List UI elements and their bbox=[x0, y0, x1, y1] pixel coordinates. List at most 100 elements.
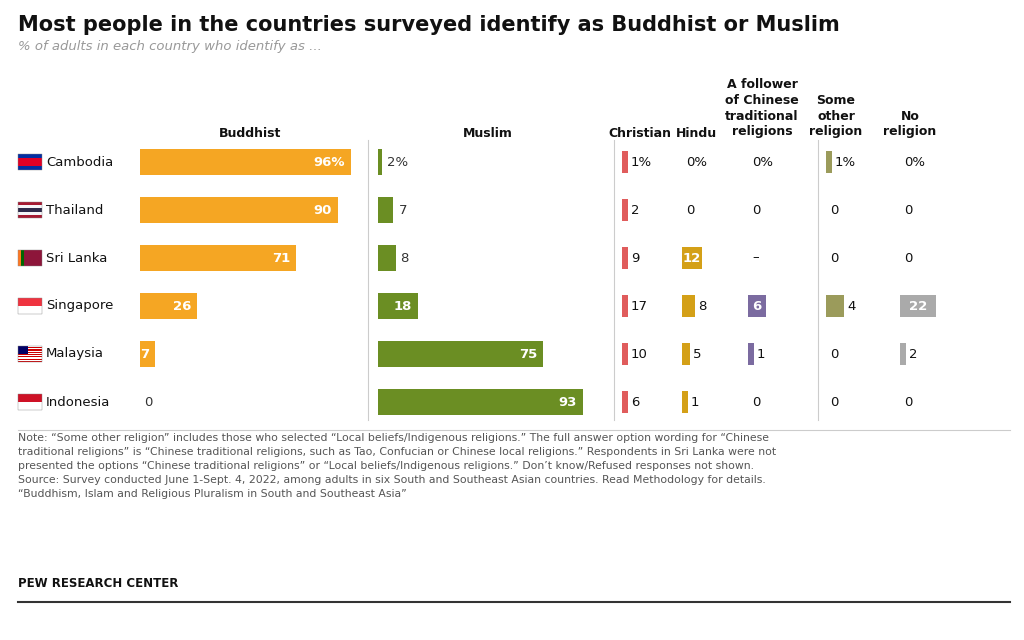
Text: 90: 90 bbox=[313, 204, 332, 216]
Text: 6: 6 bbox=[753, 300, 762, 312]
Bar bbox=[378, 293, 418, 319]
Text: 71: 71 bbox=[272, 252, 290, 264]
Text: 8: 8 bbox=[400, 252, 409, 264]
Bar bbox=[622, 151, 628, 173]
Bar bbox=[18, 356, 42, 357]
Bar bbox=[18, 354, 42, 355]
Text: 22: 22 bbox=[909, 300, 927, 312]
Bar bbox=[378, 341, 543, 367]
Bar bbox=[18, 298, 42, 306]
Text: 0: 0 bbox=[904, 252, 912, 264]
Bar bbox=[18, 358, 42, 360]
Bar bbox=[18, 215, 42, 218]
Text: –: – bbox=[752, 252, 759, 264]
Text: 17: 17 bbox=[631, 300, 648, 312]
Text: Source: Survey conducted June 1-Sept. 4, 2022, among adults in six South and Sou: Source: Survey conducted June 1-Sept. 4,… bbox=[18, 475, 766, 485]
Text: 9: 9 bbox=[631, 252, 639, 264]
Bar bbox=[18, 202, 42, 218]
Bar bbox=[748, 343, 754, 365]
Bar bbox=[18, 346, 42, 347]
Text: “Buddhism, Islam and Religious Pluralism in South and Southeast Asia”: “Buddhism, Islam and Religious Pluralism… bbox=[18, 489, 407, 499]
Bar bbox=[20, 250, 24, 266]
Text: 8: 8 bbox=[698, 300, 707, 312]
Text: 0: 0 bbox=[904, 396, 912, 408]
Bar bbox=[18, 352, 42, 353]
Bar bbox=[622, 295, 628, 317]
Bar bbox=[18, 348, 42, 349]
Text: 0: 0 bbox=[144, 396, 153, 408]
Text: 0: 0 bbox=[686, 204, 694, 216]
Bar bbox=[140, 149, 351, 175]
Bar bbox=[682, 247, 702, 269]
Bar bbox=[18, 346, 28, 354]
Bar bbox=[378, 245, 395, 271]
Bar bbox=[18, 394, 42, 402]
Bar bbox=[18, 355, 42, 356]
Text: Note: “Some other religion” includes those who selected “Local beliefs/Indigenou: Note: “Some other religion” includes tho… bbox=[18, 433, 769, 443]
Text: 96%: 96% bbox=[313, 156, 345, 168]
Bar bbox=[140, 197, 338, 223]
Text: Muslim: Muslim bbox=[463, 127, 513, 140]
Bar bbox=[826, 295, 844, 317]
Text: 5: 5 bbox=[693, 348, 701, 360]
Text: 4: 4 bbox=[847, 300, 855, 312]
Text: Singapore: Singapore bbox=[46, 300, 114, 312]
Text: Cambodia: Cambodia bbox=[46, 156, 114, 168]
Bar bbox=[18, 361, 42, 362]
Bar bbox=[682, 295, 695, 317]
Bar bbox=[18, 212, 42, 215]
Text: 7: 7 bbox=[398, 204, 407, 216]
Bar bbox=[18, 349, 42, 351]
Bar bbox=[18, 250, 42, 266]
Bar bbox=[622, 247, 628, 269]
Text: 6: 6 bbox=[631, 396, 639, 408]
Text: traditional religions” is “Chinese traditional religions, such as Tao, Confucian: traditional religions” is “Chinese tradi… bbox=[18, 447, 776, 457]
Text: Some
other
religion: Some other religion bbox=[809, 94, 862, 138]
Text: 18: 18 bbox=[393, 300, 412, 312]
Text: 1%: 1% bbox=[835, 156, 856, 168]
Text: Thailand: Thailand bbox=[46, 204, 103, 216]
Bar bbox=[622, 343, 628, 365]
Bar bbox=[18, 158, 42, 166]
Bar bbox=[18, 346, 42, 362]
Text: presented the options “Chinese traditional religions” or “Local beliefs/Indigeno: presented the options “Chinese tradition… bbox=[18, 461, 754, 471]
Text: 0: 0 bbox=[904, 204, 912, 216]
Bar bbox=[18, 154, 42, 170]
Text: Indonesia: Indonesia bbox=[46, 396, 111, 408]
Bar bbox=[18, 202, 42, 205]
Text: 0: 0 bbox=[830, 348, 839, 360]
Bar bbox=[18, 351, 42, 352]
Text: % of adults in each country who identify as ...: % of adults in each country who identify… bbox=[18, 40, 322, 53]
Text: PEW RESEARCH CENTER: PEW RESEARCH CENTER bbox=[18, 577, 178, 590]
Text: 10: 10 bbox=[631, 348, 648, 360]
Bar bbox=[18, 154, 42, 170]
Text: 2%: 2% bbox=[387, 156, 409, 168]
Bar bbox=[18, 250, 42, 266]
Bar bbox=[18, 209, 42, 212]
Text: 0: 0 bbox=[830, 396, 839, 408]
Text: 0: 0 bbox=[752, 204, 761, 216]
Text: 1: 1 bbox=[757, 348, 766, 360]
Bar bbox=[900, 343, 906, 365]
Bar bbox=[622, 199, 628, 221]
Text: Most people in the countries surveyed identify as Buddhist or Muslim: Most people in the countries surveyed id… bbox=[18, 15, 840, 35]
Bar bbox=[18, 353, 42, 354]
Text: 93: 93 bbox=[558, 396, 577, 408]
Text: 12: 12 bbox=[683, 252, 701, 264]
Bar bbox=[140, 341, 156, 367]
Bar bbox=[748, 295, 766, 317]
Text: 2: 2 bbox=[631, 204, 640, 216]
Text: Christian: Christian bbox=[608, 127, 672, 140]
Bar bbox=[18, 298, 42, 314]
Bar bbox=[682, 343, 690, 365]
Text: 7: 7 bbox=[140, 348, 150, 360]
Text: 0: 0 bbox=[830, 252, 839, 264]
Text: No
religion: No religion bbox=[884, 109, 937, 138]
Bar bbox=[826, 151, 831, 173]
Bar bbox=[18, 357, 42, 358]
Bar bbox=[140, 293, 198, 319]
Bar bbox=[378, 389, 583, 415]
Text: 1%: 1% bbox=[631, 156, 652, 168]
Text: 0: 0 bbox=[830, 204, 839, 216]
Bar bbox=[140, 245, 296, 271]
